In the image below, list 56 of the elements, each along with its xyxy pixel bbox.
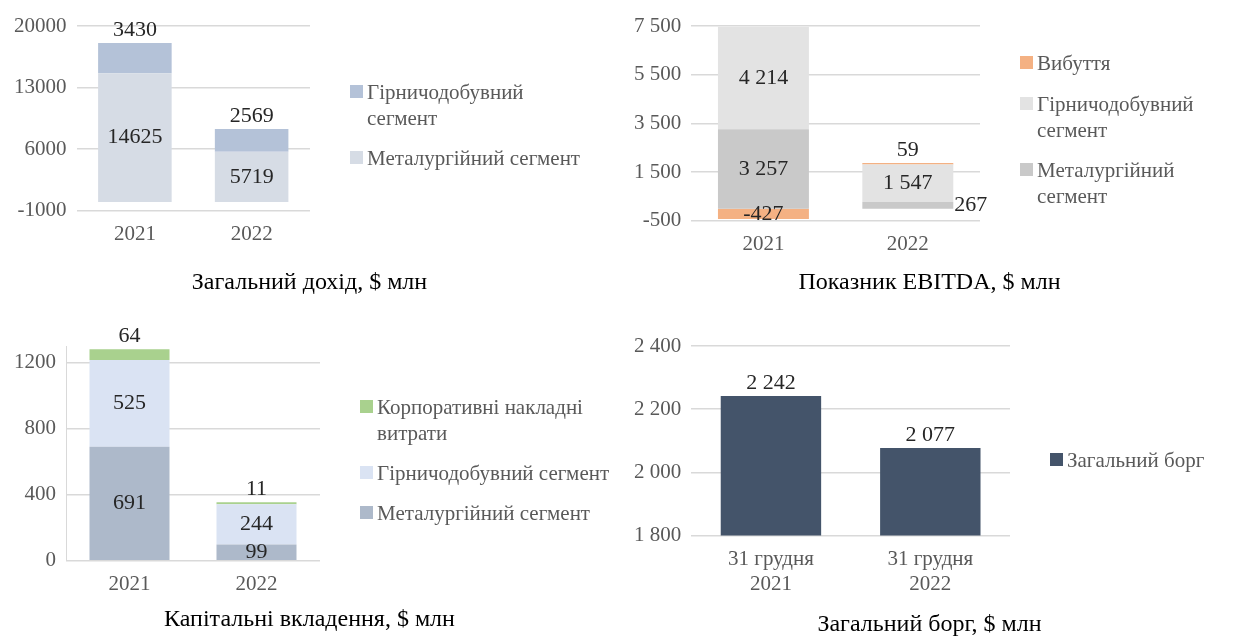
x-tick-label: 2022 [230,220,273,245]
legend-label: Металургійний сегмент [367,145,581,172]
data-label: 2 242 [746,368,796,394]
data-label: 64 [118,322,141,348]
y-tick-label: -1000 [17,197,67,222]
data-label: 1 547 [883,169,933,195]
data-label: 2569 [229,101,274,127]
data-label: 11 [245,475,268,501]
x-tick-label: 2021 [108,570,151,595]
data-label: 99 [245,538,268,564]
y-tick-label: 800 [24,415,56,440]
legend-label: Загальний борг [1067,446,1205,474]
y-tick-label: 1 800 [634,522,682,547]
data-label: 3430 [112,15,157,41]
y-tick-label: 20000 [14,12,67,37]
y-tick-label: 1200 [14,349,56,374]
legend-label: Вибуття [1037,50,1111,77]
y-tick-label: 0 [45,547,56,572]
y-tick-label: -500 [642,207,682,232]
text: Загальний борг, $ млн [816,610,1043,637]
data-label: 59 [896,135,919,161]
legend-label: Металургійний сегмент [377,500,591,527]
legend-label: Металургійний сегмент [1037,157,1176,210]
data-label: 525 [113,389,146,415]
y-tick-label: 3 500 [634,109,682,134]
y-tick-label: 1 500 [634,158,682,183]
y-tick-label: 5 500 [634,61,682,86]
text: Капітальні вкладення, $ млн [163,605,456,632]
data-label: -427 [743,199,784,225]
text: Загальний дохід, $ млн [190,268,429,295]
x-tick-label: 31 грудня 2022 [887,545,974,595]
data-label: 267 [954,191,988,217]
data-label: 4 214 [738,63,789,89]
x-tick-label: 2021 [742,230,785,255]
legend-label: Гірничодобувний сегмент [377,460,610,487]
y-tick-label: 2 400 [634,332,682,357]
x-tick-label: 2022 [886,230,929,255]
y-tick-label: 400 [24,481,56,506]
data-label: 3 257 [738,154,789,180]
y-tick-label: 6000 [24,135,67,160]
text: Показник EBITDA, $ млн [797,268,1062,295]
y-tick-label: 2 200 [634,395,682,420]
y-tick-label: 2 000 [634,458,682,483]
legend-label: Гірничодобувний сегмент [367,78,525,132]
y-tick-label: 7 500 [634,12,682,37]
legend-label: Корпоративні накладні витрати [377,393,584,446]
y-tick-label: 13000 [14,74,67,99]
legend-label: Гірничодобувний сегмент [1037,90,1195,144]
x-tick-label: 2021 [113,220,156,245]
data-label: 691 [113,489,146,515]
data-label: 5719 [229,162,274,188]
x-tick-label: 2022 [235,570,278,595]
data-label: 2 077 [905,420,956,446]
data-label: 244 [240,510,273,536]
x-tick-label: 31 грудня 2021 [728,545,815,595]
data-label: 14625 [107,123,163,149]
